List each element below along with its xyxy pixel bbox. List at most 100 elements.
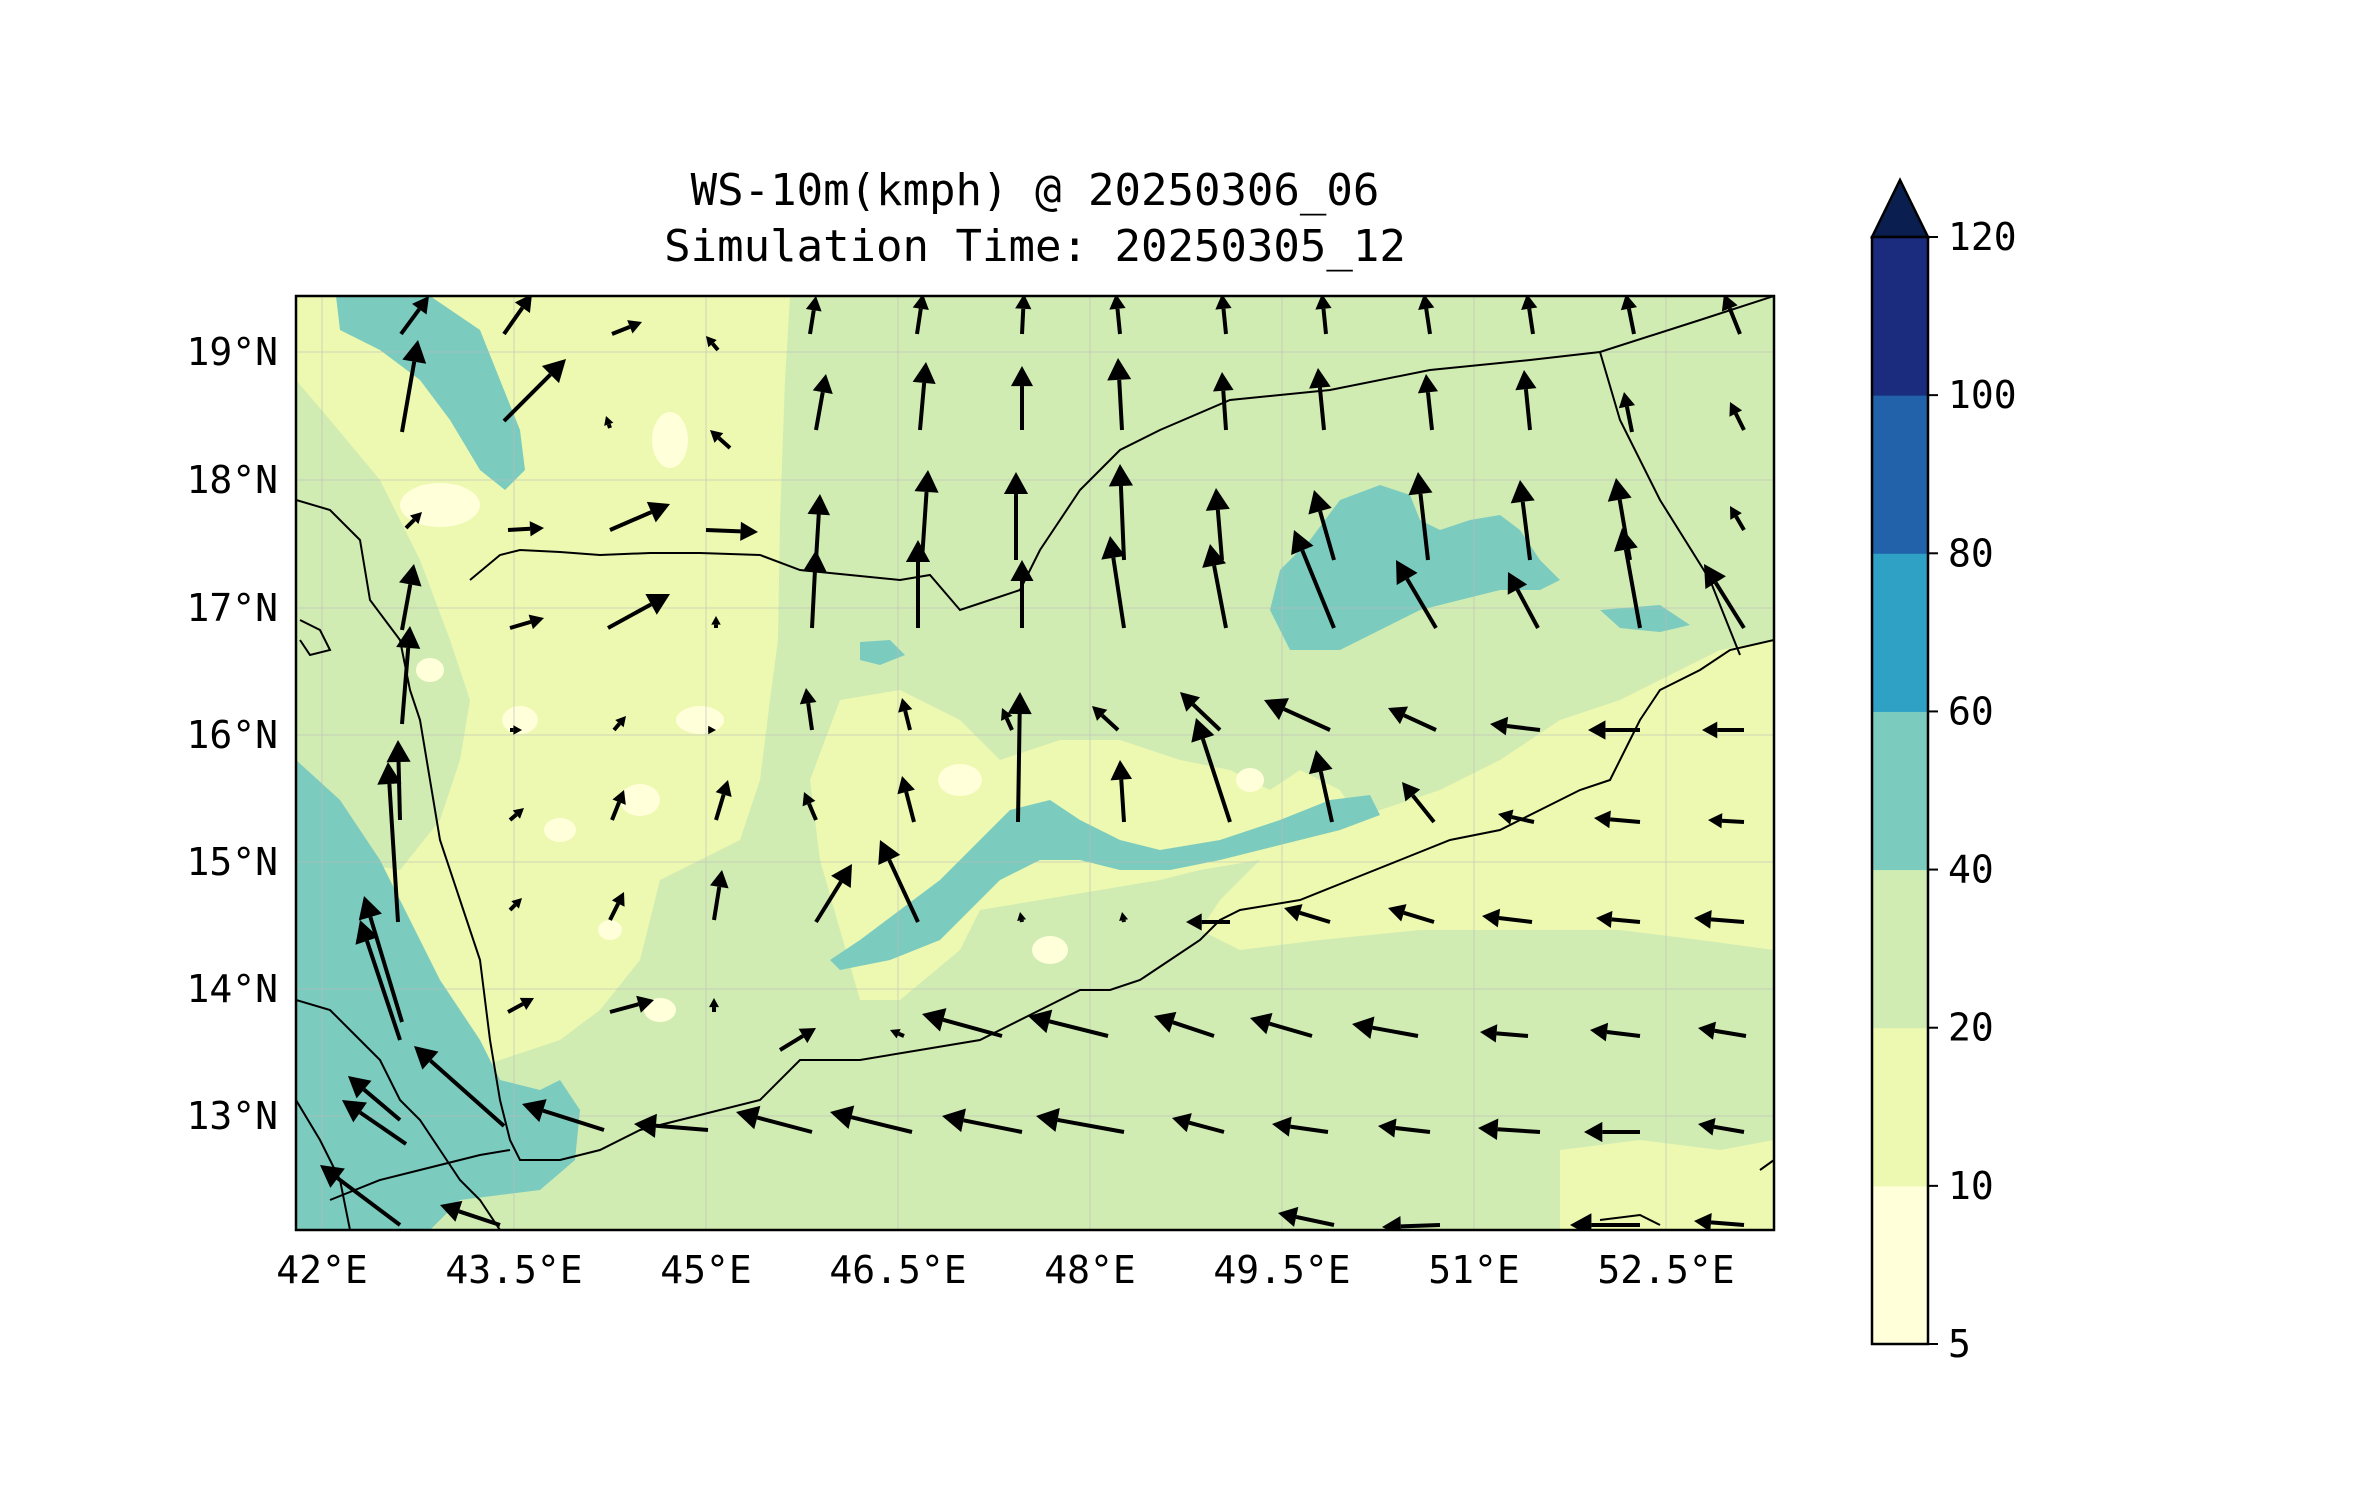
wind-arrow (1408, 472, 1433, 561)
wind-arrow (830, 1105, 913, 1134)
wind-arrow (1702, 721, 1744, 739)
wind-arrow (1613, 528, 1642, 629)
wind-arrow (612, 716, 626, 732)
wind-arrow (1215, 296, 1232, 335)
wind-arrow (320, 1165, 402, 1227)
lat-tick-label: 19°N (186, 330, 278, 374)
wind-arrow (342, 1100, 408, 1146)
lon-tick-label: 48°E (1044, 1248, 1136, 1292)
wind-arrow (1007, 692, 1032, 823)
wind-arrow (1482, 908, 1533, 928)
wind-arrow (502, 359, 566, 423)
wind-arrow (377, 762, 402, 923)
wind-arrow (634, 1113, 709, 1138)
wind-arrow (1620, 296, 1638, 335)
wind-arrow (705, 521, 758, 541)
lon-tick-label: 45°E (660, 1248, 752, 1292)
lat-tick-label: 17°N (186, 586, 278, 630)
chart-title-line1: WS-10m(kmph) @ 20250306_06 (690, 165, 1380, 216)
wind-arrow (607, 593, 670, 630)
wind-arrow (708, 725, 716, 735)
speed-field-10-20-south (1560, 1140, 1774, 1230)
wind-arrow (1480, 1024, 1529, 1043)
wind-arrow (814, 864, 852, 924)
wind-arrow (608, 892, 625, 921)
wind-arrow (399, 296, 429, 336)
wind-arrow (1588, 720, 1640, 740)
wind-arrow (1272, 1116, 1329, 1137)
wind-arrow (1594, 810, 1641, 829)
wind-arrow (509, 614, 544, 630)
wind-arrow (1119, 912, 1129, 923)
colorbar-tick-label: 120 (1948, 215, 2017, 259)
wind-arrow (1108, 464, 1134, 561)
wind-arrow (1205, 488, 1230, 561)
wind-arrow (942, 1108, 1023, 1134)
wind-arrow (1698, 1021, 1747, 1040)
wind-arrow (609, 995, 654, 1014)
wind-arrow (507, 521, 544, 537)
wind-arrow (1352, 1016, 1419, 1039)
colorbar-frame (1870, 235, 1930, 1346)
wind-arrow (1507, 572, 1540, 629)
wind-arrow (348, 1076, 402, 1122)
wind-arrow (1382, 1216, 1441, 1230)
wind-arrow (396, 626, 421, 725)
wind-arrow (386, 740, 411, 821)
wind-arrow (1498, 809, 1535, 825)
wind-arrow (1521, 296, 1538, 335)
wind-arrow (610, 790, 626, 821)
wind-arrow (1107, 358, 1132, 431)
wind-arrow (522, 1099, 605, 1132)
wind-arrow (1417, 374, 1439, 431)
wind-arrow (1618, 392, 1636, 433)
wind-arrow (1010, 560, 1034, 628)
wind-arrow (507, 997, 534, 1014)
wind-arrow (1250, 1012, 1313, 1038)
wind-arrow (1515, 370, 1537, 431)
colorbar-segment (1872, 553, 1928, 712)
wind-arrow (1003, 472, 1029, 560)
chart-title-line2: Simulation Time: 20250305_12 (664, 221, 1406, 272)
lat-tick-label: 16°N (186, 713, 278, 757)
wind-arrow (609, 501, 670, 532)
wind-arrow (1001, 708, 1014, 731)
wind-arrow (1396, 560, 1438, 630)
colorbar-segment (1872, 395, 1928, 554)
wind-arrows (320, 296, 1747, 1230)
wind-arrow (1191, 718, 1232, 823)
wind-arrow (1388, 706, 1437, 732)
wind-arrow (709, 998, 719, 1012)
map-plot-area (296, 296, 1774, 1230)
coastlines-borders (296, 296, 1774, 1230)
wind-arrow (912, 296, 929, 335)
wind-arrow (1388, 904, 1435, 924)
wind-arrow (1708, 813, 1745, 829)
colorbar-tick-label: 40 (1948, 848, 1994, 892)
wind-arrow (1092, 706, 1120, 732)
wind-arrow (912, 362, 936, 431)
wind-arrow (1172, 1113, 1225, 1134)
wind-arrow (805, 296, 822, 335)
wind-arrow (922, 1008, 1003, 1038)
lat-tick-label: 15°N (186, 840, 278, 884)
wind-arrow (1028, 1009, 1109, 1038)
colorbar-tick-label: 20 (1948, 1006, 1994, 1050)
colorbar-segment (1872, 711, 1928, 871)
wind-arrow (1315, 296, 1332, 335)
wind-arrow (714, 780, 732, 821)
map-frame (294, 294, 1776, 1232)
wind-arrow (1729, 402, 1746, 431)
colorbar: 5 10 20 40 60 80 100 120 (1869, 177, 2017, 1366)
lon-tick-label: 51°E (1428, 1248, 1520, 1292)
wind-arrow (611, 320, 642, 336)
wind-arrow (404, 512, 422, 530)
wind-arrow (736, 1105, 813, 1134)
wind-arrow (1378, 1118, 1431, 1138)
wind-arrow (1607, 478, 1632, 561)
wind-arrow (1154, 1011, 1215, 1038)
wind-arrow (905, 540, 931, 628)
wind-arrow (897, 776, 916, 823)
lon-tick-label: 49.5°E (1213, 1248, 1350, 1292)
wind-arrow (878, 840, 920, 923)
